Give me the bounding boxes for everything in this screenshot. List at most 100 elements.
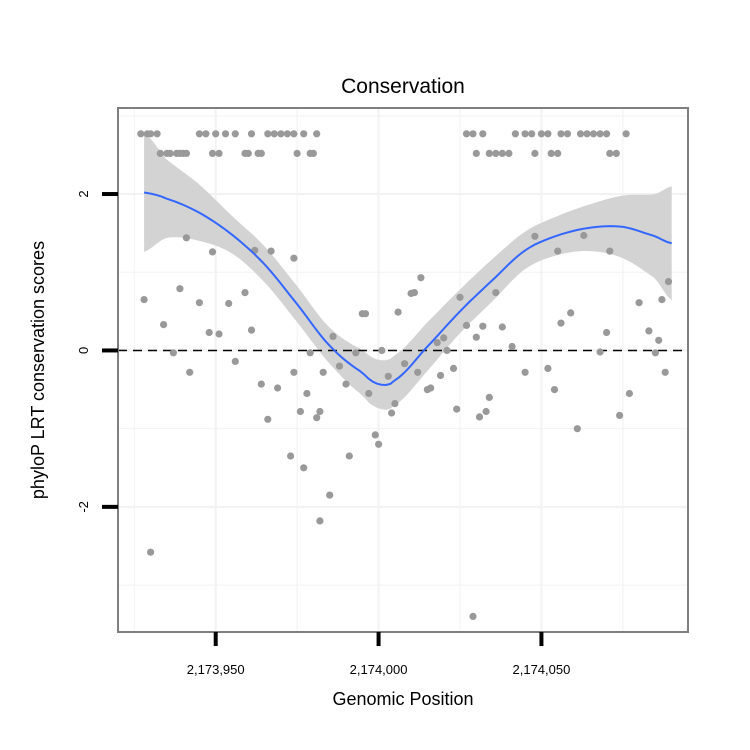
data-point [293,149,301,157]
data-point [440,334,448,342]
data-point [596,130,604,138]
data-point [521,130,529,138]
data-point [244,149,252,157]
data-point [205,328,213,337]
data-point [557,130,565,138]
data-point [462,321,471,329]
data-point [391,400,399,408]
data-point [537,130,546,138]
data-point [443,346,451,354]
data-point [345,452,353,460]
data-point [342,380,350,388]
data-point [453,405,461,413]
x-tick-label: 2,174,050 [513,662,571,677]
data-point [472,149,480,157]
data-point [378,346,386,354]
data-point [544,364,552,372]
data-point [655,336,663,344]
data-point [283,130,291,138]
data-point [290,368,298,376]
data-point [329,332,337,340]
data-point [492,149,500,157]
y-axis: -2 0 2 [76,190,118,513]
data-point [511,130,519,138]
data-point [472,333,480,341]
data-point [208,149,217,157]
data-point [554,149,562,157]
data-point [215,330,223,338]
data-point [147,548,155,556]
data-point [140,296,148,304]
data-point [176,285,184,293]
data-point [479,322,487,330]
data-point [417,274,425,282]
data-point [508,342,516,351]
x-axis: 2,173,950 2,174,000 2,174,050 [187,632,571,677]
data-point [616,411,624,419]
data-point [414,368,422,376]
data-point [384,372,392,380]
data-point [664,278,673,286]
data-point [550,386,559,394]
data-point [335,362,344,370]
data-point [603,130,611,138]
data-point [528,130,536,138]
data-point [267,247,275,255]
y-tick-label: -2 [76,501,91,513]
smooth-trend-line [143,191,672,387]
data-point [658,296,666,304]
data-point [606,149,614,157]
data-point [479,130,487,138]
y-tick-label: 2 [76,190,91,197]
data-point [247,130,256,138]
data-point [313,414,321,422]
data-point [264,130,272,138]
data-point [498,149,506,157]
data-point [482,407,490,416]
data-point [427,384,435,392]
data-point [309,149,317,157]
data-point [583,130,591,138]
y-axis-title: phyloP LRT conservation scores [28,241,48,499]
data-point [375,440,383,448]
data-point [352,349,360,357]
data-point [316,517,324,525]
data-point [625,389,634,398]
data-point [313,130,321,138]
data-point [449,364,458,372]
data-point [316,407,324,416]
data-point [635,299,643,307]
data-point [182,149,190,157]
data-points [137,130,673,621]
data-point [410,289,418,297]
data-point [596,348,604,356]
x-axis-title: Genomic Position [332,689,473,709]
data-point [257,149,265,157]
data-point [612,149,620,157]
chart-title: Conservation [341,75,465,98]
data-point [603,328,611,337]
data-point [326,491,334,499]
data-point [182,234,190,242]
x-tick-label: 2,174,000 [350,662,408,677]
data-point [456,293,464,301]
data-point [287,452,295,460]
data-point [361,310,370,318]
data-point [137,130,145,138]
x-tick-label: 2,173,950 [187,662,245,677]
data-point [156,149,164,157]
data-point [589,130,598,138]
data-point [277,130,285,138]
data-point [231,130,239,138]
data-point [401,360,409,368]
data-point [371,431,379,439]
data-point [290,130,298,138]
data-point [247,326,256,334]
data-point [433,339,441,347]
data-point [225,299,233,308]
data-point [557,319,565,327]
data-point [365,389,373,398]
data-point [300,464,308,472]
data-point [485,149,493,157]
